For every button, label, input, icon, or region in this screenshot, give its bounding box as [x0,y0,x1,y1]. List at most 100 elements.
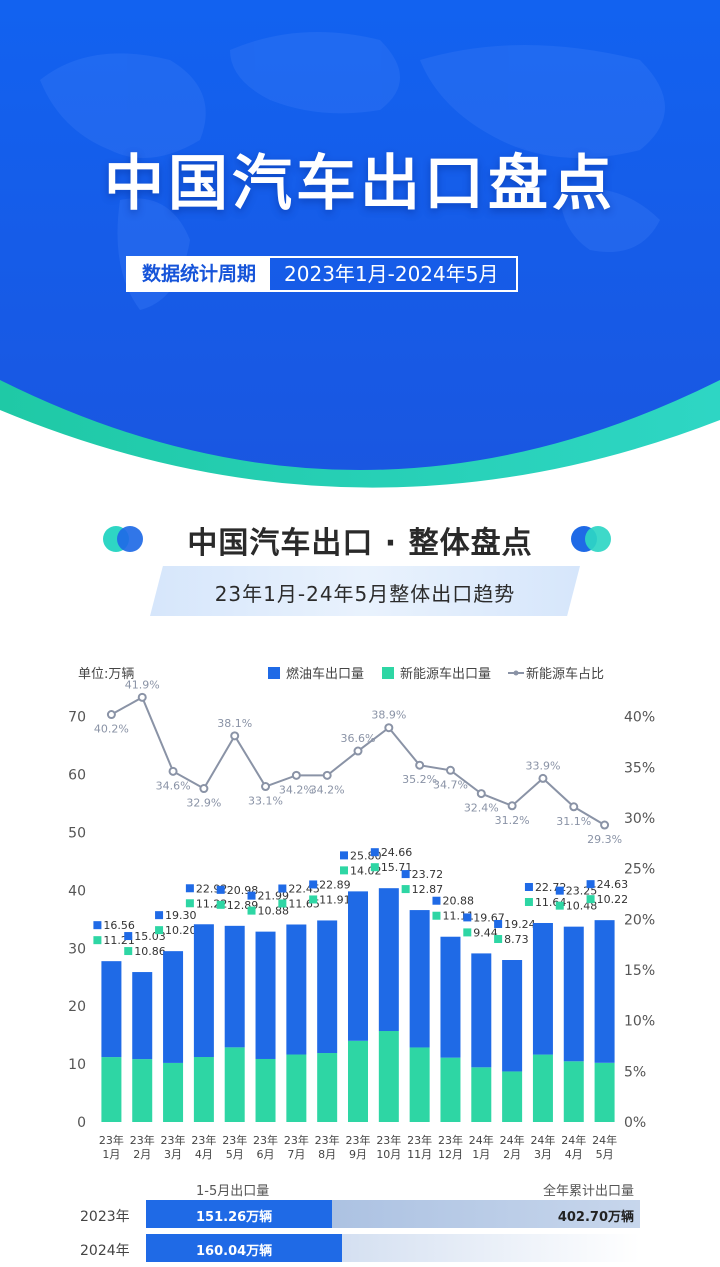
bar-nev [563,1061,584,1122]
ratio-value-label: 34.7% [433,778,468,791]
x-tick-label: 5月 [596,1148,614,1161]
nev-label-marker [309,895,318,904]
bar-fuel [378,888,399,1032]
fuel-label-marker [555,886,564,895]
x-tick-label: 4月 [195,1148,213,1161]
y-tick-label: 60 [68,768,86,784]
ytd-header: 1-5月出口量 [196,1184,270,1199]
x-tick-label: 6月 [257,1148,275,1161]
x-tick-label: 7月 [287,1148,305,1161]
x-tick-label: 2月 [133,1148,151,1161]
nev-value-label: 9.44 [473,926,498,939]
bar-fuel [317,920,338,1054]
x-tick-label: 9月 [349,1148,367,1161]
ratio-value-label: 31.1% [556,815,591,828]
bar-nev [163,1062,184,1122]
ratio-value-label: 38.1% [217,717,252,730]
fuel-value-label: 19.30 [165,909,197,922]
x-tick-label: 12月 [438,1148,463,1161]
fuel-value-label: 20.88 [442,895,474,908]
unit-label: 单位:万辆 [78,667,134,682]
fuel-value-label: 24.66 [381,846,413,859]
nev-label-marker [401,885,410,894]
nev-label-marker [494,935,503,944]
bar-fuel [502,960,523,1072]
bar-fuel [471,953,492,1068]
ratio-value-label: 38.9% [371,709,406,722]
x-tick-label: 23年 [253,1133,278,1147]
comparison-row-2024: 2024年 160.04万辆 [0,1234,720,1262]
fuel-label-marker [124,932,133,941]
total-value: 402.70万辆 [557,1210,634,1225]
ratio-value-label: 40.2% [94,723,129,736]
x-tick-label: 24年 [561,1133,586,1147]
nev-label-marker [463,928,472,937]
bar-nev [532,1054,553,1122]
x-tick-label: 24年 [530,1133,555,1147]
x-tick-label: 24年 [592,1133,617,1147]
y2-tick-label: 10% [624,1014,655,1030]
x-tick-label: 23年 [191,1133,216,1147]
bar-nev [132,1059,153,1122]
bar-fuel [409,910,430,1048]
ratio-value-label: 35.2% [402,773,437,786]
right-dots-decoration [571,526,615,552]
ratio-point [137,692,147,702]
fuel-label-marker [247,891,256,900]
x-tick-label: 23年 [346,1133,371,1147]
ratio-value-label: 29.3% [587,833,622,846]
x-tick-label: 11月 [407,1148,432,1161]
nev-label-marker [278,899,287,908]
y-tick-label: 20 [68,999,86,1015]
y2-tick-label: 15% [624,963,655,979]
bar-nev [224,1047,245,1122]
fuel-value-label: 16.56 [103,919,135,932]
nev-value-label: 12.87 [412,883,444,896]
legend-swatch [382,667,394,679]
subtitle-band [150,566,580,616]
fuel-value-label: 21.99 [258,890,290,903]
fuel-value-label: 22.89 [319,878,351,891]
nev-label-marker [124,947,133,956]
x-tick-label: 4月 [565,1148,583,1161]
bar-fuel [193,924,214,1058]
comparison-row-2023: 2023年 151.26万辆 402.70万辆 [0,1200,720,1228]
section-subtitle: 23年1月-24年5月整体出口趋势 [214,582,516,606]
bar-fuel [255,931,276,1059]
period-label: 数据统计周期 [128,258,271,290]
ratio-point [322,770,332,780]
y-tick-label: 10 [68,1057,86,1073]
x-tick-label: 23年 [376,1133,401,1147]
fuel-label-marker [216,885,225,894]
ratio-point [199,784,209,794]
bar-fuel [532,922,553,1055]
x-tick-label: 3月 [534,1148,552,1161]
legend-label: 燃油车出口量 [286,666,364,682]
ratio-point [106,710,116,720]
y-tick-label: 70 [68,710,86,726]
ratio-value-label: 34.2% [310,783,345,796]
legend-swatch [268,667,280,679]
bar-fuel [594,920,615,1063]
ratio-point [230,731,240,741]
row-year: 2023年 [80,1209,130,1225]
world-map-decoration [40,32,665,310]
ratio-point [569,802,579,812]
ratio-value-label: 41.9% [125,678,160,691]
fuel-label-marker [432,896,441,905]
nev-label-marker [216,900,225,909]
fuel-value-label: 24.63 [597,878,629,891]
section-title: 中国汽车出口 · 整体盘点 [187,526,533,561]
bar-nev [471,1067,492,1122]
nev-label-marker [586,895,595,904]
ratio-value-label: 33.9% [525,759,560,772]
ratio-point [384,723,394,733]
hero-banner: 中国汽车出口盘点 数据统计周期 2023年1月-2024年5月 [0,0,720,500]
hero-background [0,0,720,500]
x-tick-label: 8月 [318,1148,336,1161]
bar-nev [348,1040,368,1122]
ratio-value-label: 36.6% [341,732,376,745]
bar-fuel [101,961,122,1058]
legend-line-marker [513,670,519,676]
left-dots-decoration [103,526,147,552]
